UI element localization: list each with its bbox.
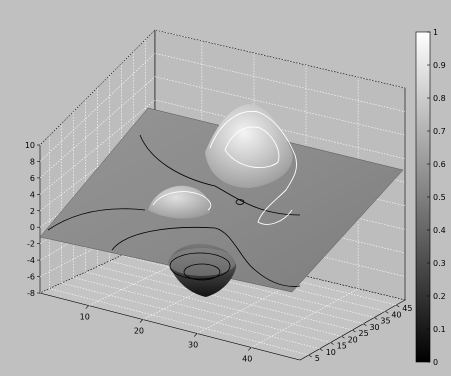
contour-line — [183, 263, 221, 281]
colorbar-tick-label: 0.7 — [433, 127, 446, 136]
z-tick-label: 0 — [30, 223, 35, 232]
colorbar-tick-label: 0.8 — [433, 94, 446, 103]
y-tick-label: 40 — [391, 310, 401, 319]
colorbar-tick-label: 0 — [433, 358, 438, 367]
grid-line — [85, 271, 342, 337]
x-tick-mark — [248, 347, 252, 351]
y-tick-mark — [396, 304, 400, 308]
y-tick-label: 10 — [326, 348, 336, 357]
grid-line — [73, 277, 331, 343]
grid-line — [49, 288, 309, 356]
z-tick-label: -6 — [27, 273, 35, 282]
surface — [39, 104, 404, 297]
y-tick-label: 5 — [315, 354, 320, 363]
contour-line — [139, 134, 301, 216]
x-tick-label: 40 — [242, 354, 252, 363]
y-tick-label: 15 — [337, 342, 347, 351]
x-tick-label: 30 — [188, 340, 198, 349]
y-tick-mark — [308, 354, 312, 358]
colorbar-tick-label: 1 — [433, 28, 438, 37]
grid-line — [39, 76, 406, 179]
colorbar-tick-label: 0.5 — [433, 193, 446, 202]
y-tick-mark — [352, 329, 356, 333]
y-tick-mark — [374, 317, 378, 320]
colorbar-tick-label: 0.3 — [433, 259, 446, 268]
y-tick-label: 20 — [348, 335, 358, 344]
grid-line — [61, 282, 320, 350]
secondary-peak-shape — [148, 185, 211, 219]
x-tick-mark — [139, 319, 144, 323]
contour-line — [235, 199, 245, 205]
z-tick-label: 2 — [30, 207, 35, 216]
colorbar-tick-label: 0.1 — [433, 325, 446, 334]
colorbar-tick-label: 0.4 — [433, 226, 446, 235]
y-tick-label: 45 — [402, 304, 412, 313]
contour-line — [209, 110, 297, 225]
y-tick-mark — [341, 336, 345, 339]
z-tick-label: -8 — [27, 289, 35, 298]
x-tick-label: 10 — [80, 313, 90, 322]
z-tick-label: -2 — [27, 240, 35, 249]
z-tick-label: -4 — [27, 256, 35, 265]
y-tick-mark — [319, 348, 323, 351]
grid-line — [39, 29, 406, 146]
z-tick-label: 8 — [30, 157, 35, 166]
x-tick-label: 20 — [134, 327, 144, 336]
y-tick-mark — [363, 323, 367, 326]
y-tick-label: 30 — [369, 323, 379, 332]
contour-line — [111, 226, 301, 287]
y-tick-label: 25 — [359, 329, 369, 338]
x-tick-mark — [193, 333, 198, 337]
pit-rim — [168, 248, 236, 276]
y-tick-mark — [330, 342, 334, 345]
grid-line — [121, 255, 375, 318]
contour-line — [47, 208, 146, 231]
z-tick-label: 4 — [30, 190, 35, 199]
x-tick-mark — [85, 305, 89, 309]
colorbar-tick-label: 0.2 — [433, 292, 446, 301]
contour-line — [169, 252, 231, 280]
z-tick-label: 6 — [30, 174, 35, 183]
peak-shape — [205, 104, 293, 188]
contour-line — [152, 191, 212, 211]
colorbar-labels: 1 0.9 0.8 0.7 0.6 0.5 0.4 0.3 0.2 0.1 0 — [427, 28, 446, 367]
colorbar-tick-label: 0.6 — [433, 160, 446, 169]
z-tick-label: 10 — [25, 141, 35, 150]
y-tick-label: 35 — [380, 317, 390, 326]
y-tick-mark — [385, 311, 389, 314]
contour-line — [224, 126, 280, 168]
colorbar-tick-label: 0.9 — [433, 61, 446, 70]
